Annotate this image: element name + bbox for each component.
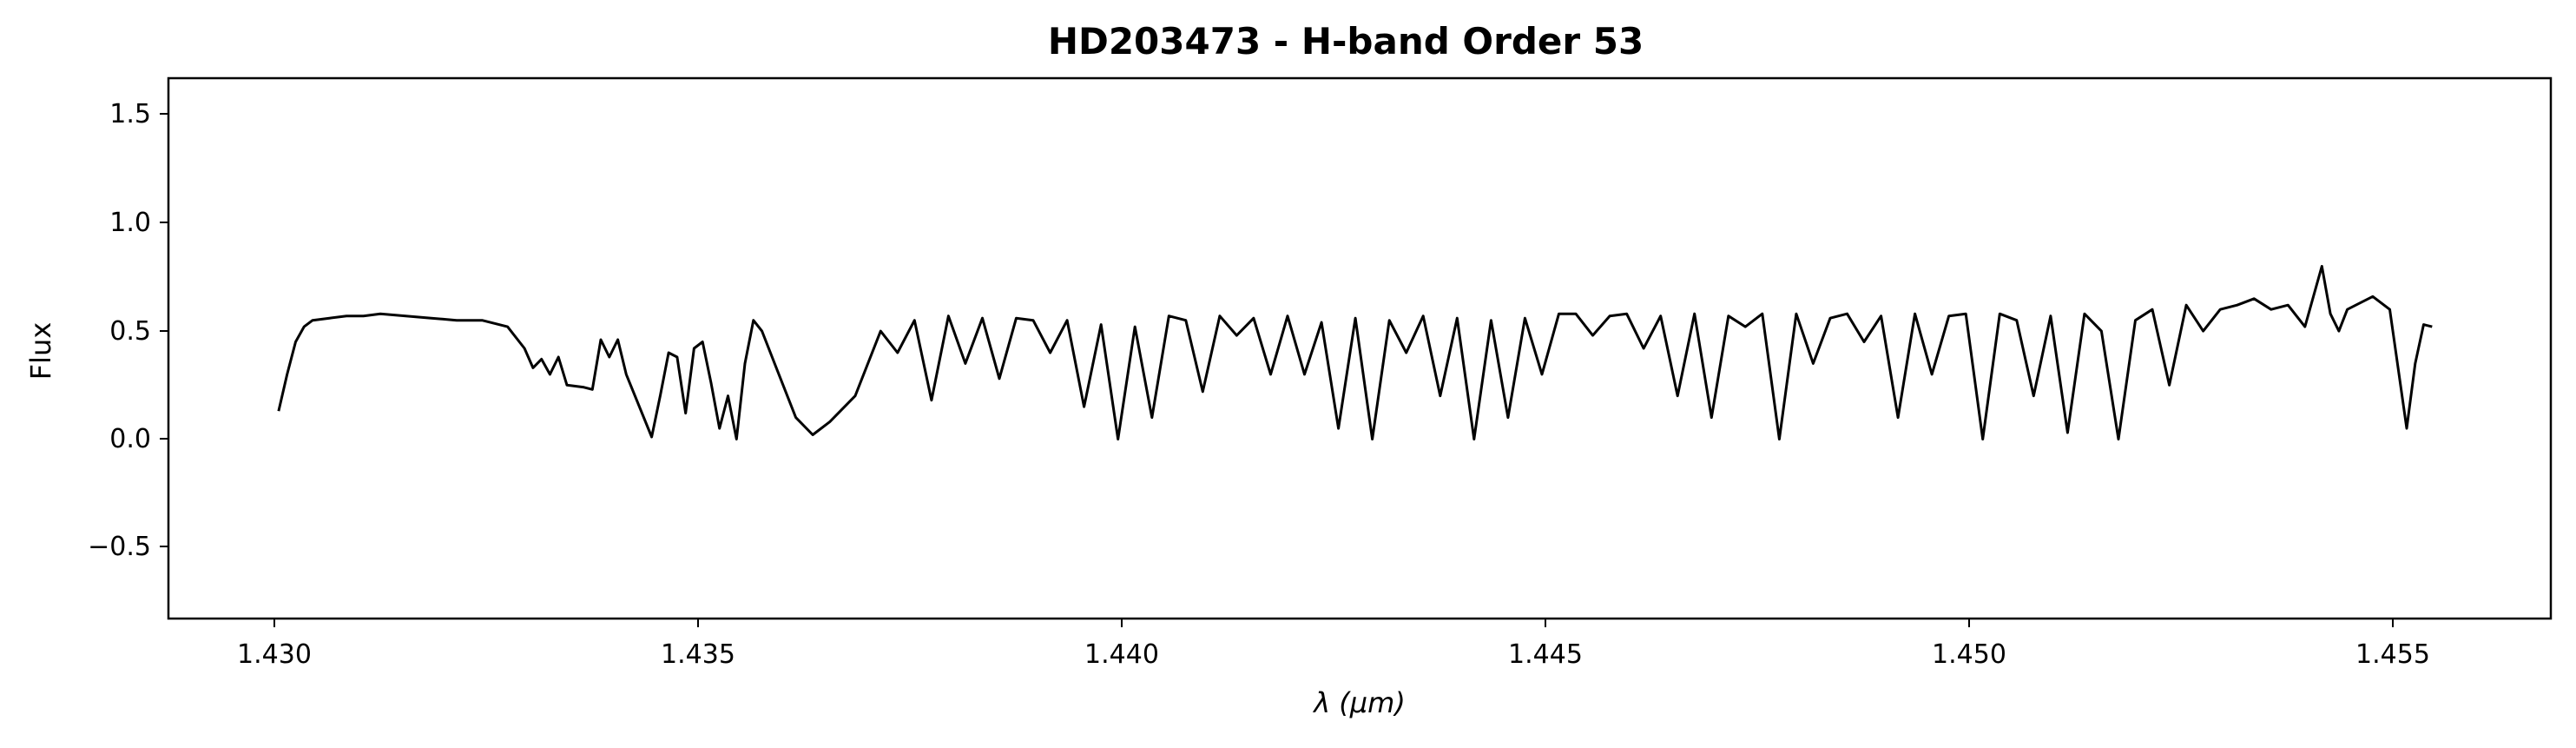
y-tick-label: −0.5 [88,532,151,562]
y-tick-label: 1.5 [109,99,151,129]
plot-frame [167,76,2553,620]
x-tick-label: 1.445 [1508,639,1583,670]
y-axis-label: Flux [24,322,57,381]
x-tick-label: 1.450 [1932,639,2006,670]
x-axis-label: λ (μm) [1312,686,1406,719]
x-tick-label: 1.435 [661,639,735,670]
y-axis: −0.5 0.0 0.5 1.0 1.5 Flux [24,99,168,562]
x-tick-label: 1.440 [1084,639,1159,670]
chart-title: HD203473 - H-band Order 53 [1048,20,1644,63]
x-axis: 1.430 1.435 1.440 1.445 1.450 1.455 λ (μ… [237,619,2430,719]
data-line [277,265,2433,440]
x-tick-label: 1.430 [237,639,312,670]
y-tick-label: 0.5 [109,316,151,347]
y-tick-label: 1.0 [109,208,151,238]
y-tick-label: 0.0 [109,424,151,454]
plot-area [167,76,2553,620]
x-tick-label: 1.455 [2355,639,2430,670]
